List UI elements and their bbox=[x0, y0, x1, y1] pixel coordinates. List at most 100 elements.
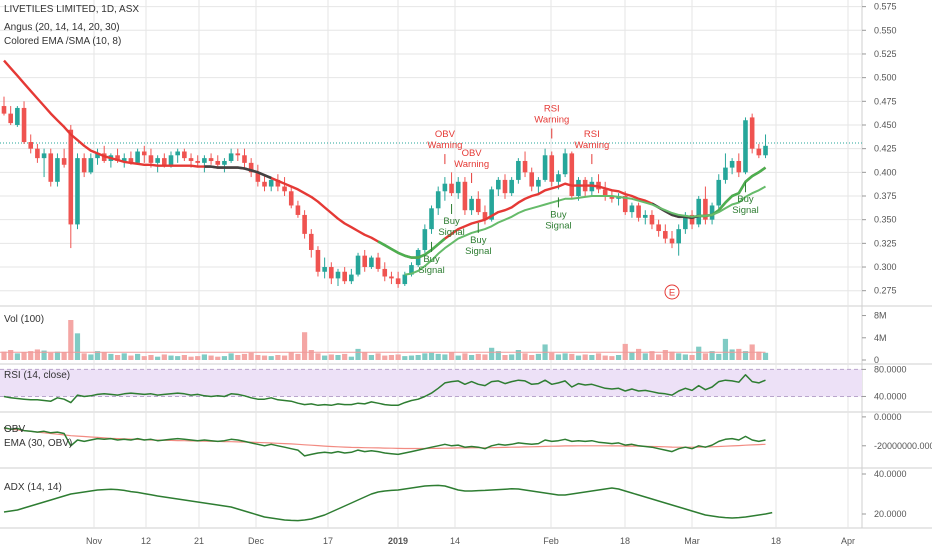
volume-pane[interactable] bbox=[0, 320, 769, 360]
candle-body bbox=[509, 179, 514, 194]
volume-bar bbox=[682, 354, 688, 360]
volume-bar bbox=[261, 355, 268, 360]
volume-bar bbox=[228, 353, 234, 360]
earnings-marker-circle bbox=[664, 284, 680, 300]
candle-body bbox=[168, 155, 174, 165]
candle-body bbox=[288, 191, 294, 206]
candle-body bbox=[349, 274, 354, 282]
adx-pane[interactable] bbox=[3, 484, 773, 522]
volume-bar bbox=[402, 356, 408, 360]
adx-tick-label: 20.0000 bbox=[874, 509, 907, 519]
volume-bar bbox=[636, 348, 642, 360]
volume-bar bbox=[295, 353, 301, 360]
volume-bar bbox=[422, 353, 428, 360]
candle-body bbox=[676, 229, 681, 244]
candle-body bbox=[409, 265, 414, 275]
candle-body bbox=[182, 151, 187, 159]
candle-body bbox=[115, 155, 120, 161]
candle-body bbox=[329, 267, 334, 279]
volume-bar bbox=[188, 356, 194, 360]
volume-bar bbox=[215, 356, 221, 360]
obv-tick-label: 0.0000 bbox=[874, 412, 902, 422]
ema-flat-segment bbox=[204, 165, 272, 180]
candle-body bbox=[602, 189, 608, 197]
price-tick-label: 0.575 bbox=[874, 2, 897, 12]
candle-body bbox=[342, 271, 347, 282]
signal-sell-label: Warning bbox=[427, 140, 462, 151]
volume-bar bbox=[442, 354, 448, 360]
volume-bar bbox=[462, 353, 468, 360]
volume-bar bbox=[114, 355, 121, 360]
volume-bar bbox=[502, 355, 508, 360]
volume-bar bbox=[716, 353, 722, 360]
volume-bar bbox=[54, 351, 61, 360]
earnings-marker-label: E bbox=[669, 288, 675, 299]
candle-body bbox=[68, 129, 74, 225]
candle-body bbox=[429, 208, 434, 230]
volume-bar bbox=[382, 355, 388, 360]
price-tick-label: 0.300 bbox=[874, 262, 897, 272]
signal-buy-label: Signal bbox=[732, 205, 758, 216]
volume-bar bbox=[201, 354, 207, 360]
volume-bar bbox=[302, 332, 308, 360]
candle-body bbox=[395, 278, 401, 285]
price-tick-label: 0.400 bbox=[874, 167, 897, 177]
signal-sell-label: RSI bbox=[544, 104, 560, 115]
volume-bar bbox=[61, 352, 67, 360]
date-tick-label: Apr bbox=[841, 536, 855, 546]
candle-body bbox=[622, 196, 628, 213]
volume-bar bbox=[41, 350, 47, 360]
volume-bar bbox=[148, 355, 154, 360]
volume-bar bbox=[709, 351, 715, 360]
price-tick-label: 0.425 bbox=[874, 144, 897, 154]
volume-tick-label: 8M bbox=[874, 311, 887, 321]
candle-body bbox=[248, 162, 254, 173]
candle-body bbox=[95, 153, 100, 159]
volume-bar bbox=[428, 352, 435, 360]
signal-sell-label: Warning bbox=[534, 115, 569, 126]
candle-body bbox=[355, 255, 361, 275]
rsi-tick-label: 40.0000 bbox=[874, 391, 907, 401]
indicator-label-angus: Angus (20, 14, 14, 20, 30) bbox=[4, 22, 120, 33]
candle-body bbox=[649, 214, 655, 225]
price-pane[interactable]: OBVWarningOBVWarningRSIWarningRSIWarning… bbox=[0, 59, 862, 300]
volume-bar bbox=[1, 351, 7, 360]
price-tick-label: 0.525 bbox=[874, 49, 897, 59]
candle-body bbox=[295, 205, 301, 215]
volume-bar bbox=[335, 355, 341, 360]
candle-body bbox=[516, 160, 521, 180]
volume-bar bbox=[742, 351, 749, 360]
volume-bar bbox=[515, 350, 521, 360]
candle-body bbox=[683, 214, 688, 230]
candle-body bbox=[642, 214, 648, 218]
volume-bar bbox=[328, 354, 334, 360]
candle-body bbox=[155, 158, 160, 163]
volume-bar bbox=[582, 354, 588, 360]
signal-sell-label: Warning bbox=[574, 140, 609, 151]
date-tick-label: 14 bbox=[450, 536, 460, 546]
volume-bar bbox=[221, 356, 228, 360]
adx-label: ADX (14, 14) bbox=[4, 482, 62, 493]
rsi-pane[interactable] bbox=[0, 368, 862, 407]
volume-bar bbox=[435, 353, 441, 360]
volume-bar bbox=[569, 353, 575, 360]
volume-bar bbox=[375, 353, 381, 360]
volume-bar bbox=[322, 355, 328, 360]
price-tick-label: 0.350 bbox=[874, 215, 897, 225]
date-tick-label: 21 bbox=[194, 536, 204, 546]
obv-line bbox=[3, 426, 766, 457]
candle-body bbox=[536, 179, 541, 187]
candle-body bbox=[462, 181, 468, 211]
volume-bar bbox=[8, 350, 14, 360]
volume-bar bbox=[121, 353, 127, 360]
volume-tick-label: 4M bbox=[874, 333, 887, 343]
date-tick-label: Feb bbox=[543, 536, 559, 546]
obv-pane[interactable] bbox=[3, 426, 766, 457]
volume-bar bbox=[555, 354, 562, 360]
volume-bar bbox=[595, 353, 602, 360]
candle-body bbox=[8, 113, 13, 124]
candle-body bbox=[1, 106, 7, 114]
candle-body bbox=[15, 107, 20, 125]
candle-body bbox=[556, 174, 561, 182]
candle-body bbox=[716, 179, 722, 206]
